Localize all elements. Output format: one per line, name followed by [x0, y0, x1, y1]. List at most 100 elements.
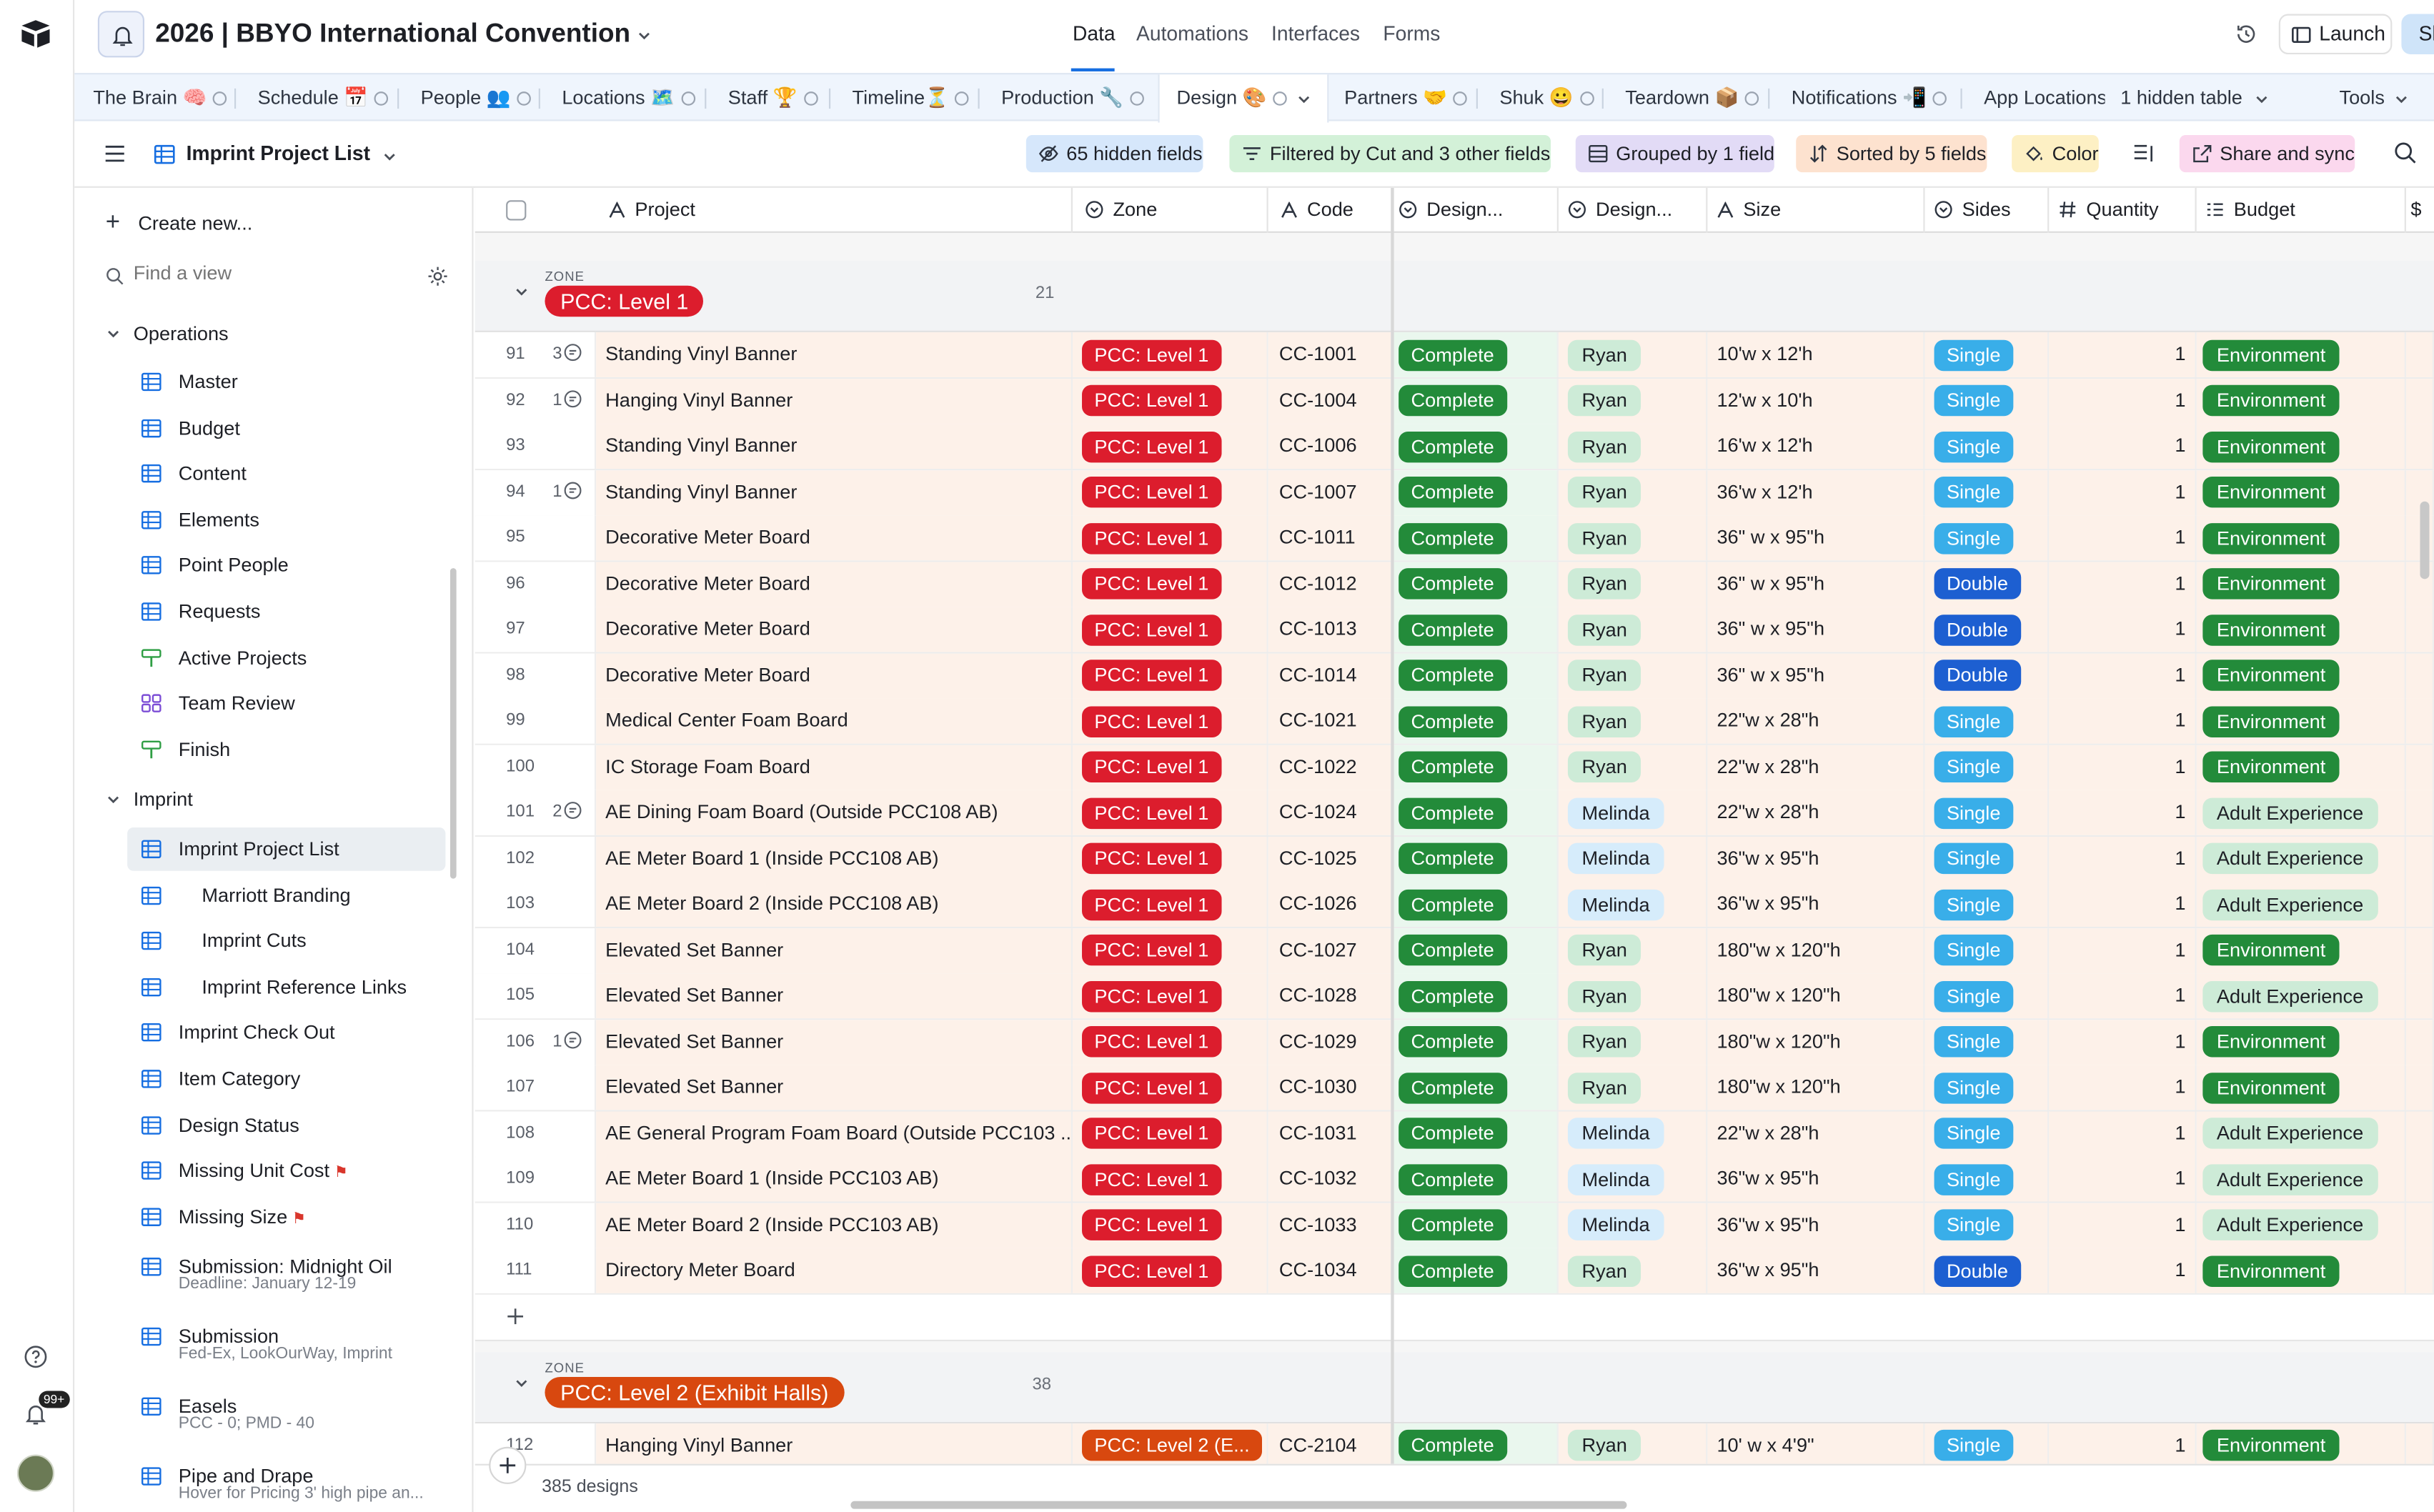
cell-zone[interactable]: PCC: Level 1: [1072, 790, 1268, 835]
cell-sides[interactable]: Single: [1924, 1110, 2050, 1156]
cell-quantity[interactable]: 1: [2049, 698, 2197, 744]
cell-design-status[interactable]: Complete: [1392, 1156, 1559, 1202]
nav-automations[interactable]: Automations: [1136, 21, 1249, 46]
tab-partners[interactable]: Partners 🤝: [1344, 74, 1468, 121]
table-row[interactable]: 107 Elevated Set Banner PCC: Level 1 CC-103…: [475, 1065, 2434, 1112]
cell-designer[interactable]: Ryan: [1558, 652, 1708, 698]
cell-budget[interactable]: Adult Experience: [2196, 973, 2406, 1019]
cell-project[interactable]: Elevated Set Banner: [596, 973, 1073, 1019]
cell-code[interactable]: CC-1028: [1268, 973, 1393, 1019]
cell-quantity[interactable]: 1: [2049, 835, 2197, 881]
cell-budget[interactable]: Environment: [2196, 744, 2406, 790]
cell-zone[interactable]: PCC: Level 1: [1072, 698, 1268, 744]
cell-size[interactable]: 16'w x 12'h: [1707, 424, 1925, 469]
cell-code[interactable]: CC-1001: [1268, 332, 1393, 377]
cell-design-status[interactable]: Complete: [1392, 469, 1559, 515]
table-row[interactable]: 109 AE Meter Board 1 (Inside PCC103 AB) PC…: [475, 1156, 2434, 1203]
table-row[interactable]: 100 IC Storage Foam Board PCC: Level 1 CC-1…: [475, 744, 2434, 791]
cell-code[interactable]: CC-1011: [1268, 515, 1393, 561]
vertical-scrollbar[interactable]: [2420, 501, 2430, 580]
cell-project[interactable]: Standing Vinyl Banner: [596, 424, 1073, 469]
cell-designer[interactable]: Melinda: [1558, 790, 1708, 835]
table-row[interactable]: 105 Elevated Set Banner PCC: Level 1 CC-102…: [475, 973, 2434, 1020]
sidebar-view-active-projects[interactable]: Active Projects: [127, 636, 445, 680]
cell-designer[interactable]: Ryan: [1558, 1019, 1708, 1065]
cell-quantity[interactable]: 1: [2049, 424, 2197, 469]
cell-code[interactable]: CC-1021: [1268, 698, 1393, 744]
cell-size[interactable]: 180"w x 120"h: [1707, 1065, 1925, 1110]
tab-people[interactable]: People 👥: [421, 74, 531, 121]
tab-locations[interactable]: Locations 🗺️: [562, 74, 695, 121]
cell-project[interactable]: AE Meter Board 1 (Inside PCC103 AB): [596, 1156, 1073, 1202]
col-sides[interactable]: Sides: [1925, 187, 2050, 233]
cell-size[interactable]: 22"w x 28"h: [1707, 744, 1925, 790]
cell-code[interactable]: CC-1004: [1268, 378, 1393, 424]
cell-budget[interactable]: Adult Experience: [2196, 1156, 2406, 1202]
cell-designer[interactable]: Melinda: [1558, 881, 1708, 927]
sidebar-view-imprint-check-out[interactable]: Imprint Check Out: [127, 1011, 445, 1055]
col-designer[interactable]: Design...: [1559, 187, 1708, 233]
tab-shuk[interactable]: Shuk 😀: [1499, 74, 1594, 121]
col-code[interactable]: Code: [1268, 187, 1393, 233]
table-row[interactable]: 99 Medical Center Foam Board PCC: Level 1 C…: [475, 698, 2434, 745]
sidebar-view-submission-midnight-oil[interactable]: Submission: Midnight Oil Deadline: Januar…: [127, 1250, 445, 1312]
col-zone[interactable]: Zone: [1073, 187, 1268, 233]
cell-designer[interactable]: Melinda: [1558, 1110, 1708, 1156]
cell-designer[interactable]: Ryan: [1558, 378, 1708, 424]
cell-designer[interactable]: Ryan: [1558, 515, 1708, 561]
cell-zone[interactable]: PCC: Level 1: [1072, 973, 1268, 1019]
hidden-fields-button[interactable]: 65 hidden fields: [1025, 135, 1203, 173]
cell-project[interactable]: AE General Program Foam Board (Outside P…: [596, 1110, 1073, 1156]
cell-quantity[interactable]: 1: [2049, 378, 2197, 424]
cell-design-status[interactable]: Complete: [1392, 927, 1559, 973]
cell-project[interactable]: Medical Center Foam Board: [596, 698, 1073, 744]
base-title[interactable]: 2026 | BBYO International Convention: [155, 19, 652, 49]
sidebar-view-imprint-cuts[interactable]: Imprint Cuts: [127, 920, 445, 963]
sidebar-view-finish[interactable]: Finish: [127, 727, 445, 771]
cell-sides[interactable]: Single: [1924, 332, 2050, 377]
sidebar-view-easels[interactable]: Easels PCC - 0; PMD - 40: [127, 1389, 445, 1451]
tab-staff[interactable]: Staff 🏆: [728, 74, 818, 121]
cell-project[interactable]: Elevated Set Banner: [596, 1019, 1073, 1065]
cell-size[interactable]: 36"w x 95"h: [1707, 1248, 1925, 1293]
cell-code[interactable]: CC-1026: [1268, 881, 1393, 927]
cell-zone[interactable]: PCC: Level 1: [1072, 652, 1268, 698]
cell-design-status[interactable]: Complete: [1392, 378, 1559, 424]
cell-code[interactable]: CC-1022: [1268, 744, 1393, 790]
sidebar-view-design-status[interactable]: Design Status: [127, 1103, 445, 1147]
cell-designer[interactable]: Ryan: [1558, 1248, 1708, 1293]
tools-button[interactable]: Tools: [2340, 74, 2410, 121]
cell-designer[interactable]: Melinda: [1558, 1156, 1708, 1202]
cell-quantity[interactable]: 1: [2049, 1110, 2197, 1156]
cell-zone[interactable]: PCC: Level 1: [1072, 927, 1268, 973]
cell-code[interactable]: CC-1033: [1268, 1202, 1393, 1248]
sidebar-view-missing-size[interactable]: Missing Size ⚑: [127, 1195, 445, 1238]
user-avatar[interactable]: [16, 1454, 55, 1492]
cell-zone[interactable]: PCC: Level 1: [1072, 1110, 1268, 1156]
sidebar-view-missing-unit-cost[interactable]: Missing Unit Cost ⚑: [127, 1149, 445, 1193]
table-row[interactable]: 111 Directory Meter Board PCC: Level 1 CC-1…: [475, 1248, 2434, 1295]
cell-design-status[interactable]: Complete: [1392, 973, 1559, 1019]
share-sync-button[interactable]: Share and sync: [2179, 135, 2355, 173]
table-row[interactable]: 97 Decorative Meter Board PCC: Level 1 CC-1…: [475, 607, 2434, 654]
cell-zone[interactable]: PCC: Level 1: [1072, 1248, 1268, 1293]
cell-quantity[interactable]: 1: [2049, 973, 2197, 1019]
cell-size[interactable]: 36"w x 95"h: [1707, 1156, 1925, 1202]
table-row[interactable]: 108 AE General Program Foam Board (Outsid…: [475, 1110, 2434, 1158]
cell-design-status[interactable]: Complete: [1392, 515, 1559, 561]
tab-design[interactable]: Design 🎨: [1158, 74, 1329, 123]
table-row[interactable]: 92 1 Hanging Vinyl Banner PCC: Level 1 CC-10…: [475, 378, 2434, 425]
cell-sides[interactable]: Single: [1924, 424, 2050, 469]
table-row[interactable]: 112 Hanging Vinyl Banner PCC: Level 2 (E..…: [475, 1423, 2434, 1470]
hidden-tables-button[interactable]: 1 hidden table: [2120, 74, 2269, 121]
table-row[interactable]: 110 AE Meter Board 2 (Inside PCC103 AB) PC…: [475, 1202, 2434, 1249]
cell-budget[interactable]: Adult Experience: [2196, 1202, 2406, 1248]
cell-designer[interactable]: Ryan: [1558, 1423, 1708, 1468]
cell-zone[interactable]: PCC: Level 1: [1072, 332, 1268, 377]
cell-designer[interactable]: Melinda: [1558, 835, 1708, 881]
section-operations[interactable]: Operations: [106, 323, 229, 344]
add-row-button[interactable]: [475, 1293, 2434, 1341]
tab-schedule[interactable]: Schedule 📅: [258, 74, 389, 121]
cell-designer[interactable]: Ryan: [1558, 698, 1708, 744]
cell-size[interactable]: 10' w x 4'9": [1707, 1423, 1925, 1468]
